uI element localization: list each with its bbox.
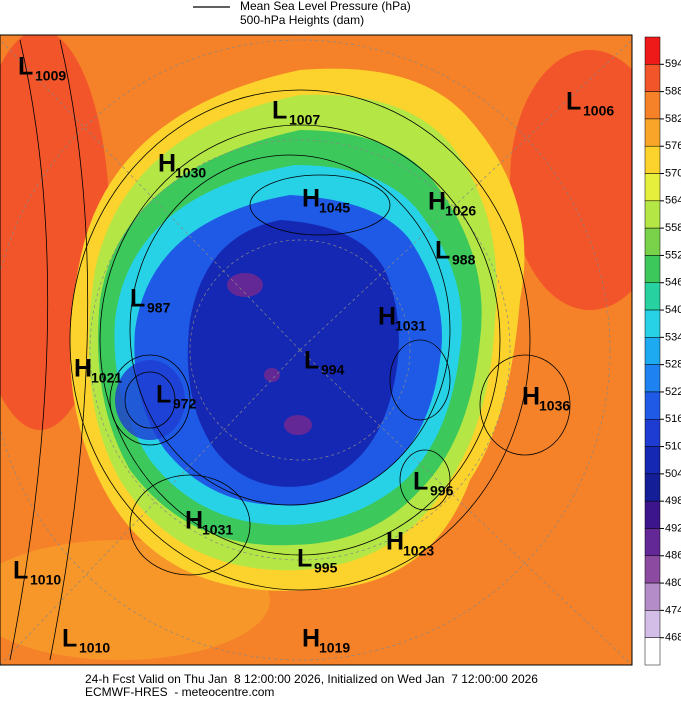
colorbar-swatch <box>644 528 661 557</box>
map-frame <box>0 34 633 666</box>
center-pressure: 1026 <box>445 203 476 219</box>
colorbar-swatch <box>644 309 661 338</box>
colorbar-label: 552 <box>665 249 681 261</box>
center-pressure: 1031 <box>395 318 426 334</box>
center-pressure: 1019 <box>319 640 350 656</box>
center-pressure: 1045 <box>319 200 350 216</box>
colorbar-swatch <box>644 36 661 65</box>
map <box>0 35 632 665</box>
center-letter: L <box>435 237 450 265</box>
colorbar-swatch <box>644 227 661 256</box>
colorbar-label: 588 <box>665 86 681 98</box>
colorbar-label: 522 <box>665 386 681 398</box>
colorbar-swatch <box>644 91 661 120</box>
center-letter: L <box>413 468 428 496</box>
center-letter: H <box>158 150 176 178</box>
center-pressure: 1031 <box>202 522 233 538</box>
center-letter: H <box>185 507 203 535</box>
colorbar-label: 498 <box>665 495 681 507</box>
colorbar-swatch <box>644 391 661 420</box>
colorbar-label: 516 <box>665 413 681 425</box>
center-pressure: 996 <box>430 483 454 499</box>
colorbar-label: 528 <box>665 359 681 371</box>
colorbar-label: 558 <box>665 222 681 234</box>
colorbar-label: 594 <box>665 58 681 70</box>
colorbar-label: 468 <box>665 632 681 644</box>
colorbar-label: 570 <box>665 167 681 179</box>
center-letter: H <box>74 355 92 383</box>
colorbar-swatch <box>644 64 661 92</box>
colorbar-label: 480 <box>665 577 681 589</box>
center-pressure: 1009 <box>35 68 66 84</box>
colorbar-swatch <box>644 118 661 147</box>
colorbar-swatch <box>644 282 661 311</box>
colorbar-swatch <box>644 500 661 529</box>
center-letter: L <box>62 625 77 653</box>
center-pressure: 1010 <box>30 572 61 588</box>
center-letter: L <box>566 88 581 116</box>
center-pressure: 1036 <box>539 398 570 414</box>
legend-line-label: Mean Sea Level Pressure (hPa) <box>240 0 411 13</box>
colorbar-label: 534 <box>665 331 681 343</box>
colorbar-swatch <box>644 364 661 393</box>
center-letter: L <box>272 97 287 125</box>
footer-source: ECMWF-HRES - meteocentre.com <box>85 685 274 699</box>
center-pressure: 994 <box>321 362 345 378</box>
colorbar-swatch <box>644 473 661 502</box>
center-pressure: 972 <box>173 396 197 412</box>
footer-valid: 24-h Fcst Valid on Thu Jan 8 12:00:00 20… <box>85 672 538 686</box>
colorbar-label: 510 <box>665 440 681 452</box>
colorbar-swatch <box>644 555 661 584</box>
colorbar-label: 504 <box>665 468 681 480</box>
colorbar-label: 540 <box>665 304 681 316</box>
colorbar-swatch <box>644 419 661 447</box>
colorbar-label: 492 <box>665 522 681 534</box>
center-letter: H <box>302 185 320 213</box>
center-letter: H <box>522 383 540 411</box>
center-pressure: 1006 <box>583 103 614 119</box>
center-pressure: 1010 <box>79 640 110 656</box>
center-pressure: 1023 <box>403 543 434 559</box>
colorbar-swatch <box>644 337 661 365</box>
center-letter: L <box>297 545 312 573</box>
center-pressure: 1007 <box>289 112 320 128</box>
center-pressure: 995 <box>314 560 338 576</box>
center-letter: H <box>378 303 396 331</box>
colorbar: 594 588 582 576 570 564 558 552 546 540 534 528 522 5… <box>644 36 681 666</box>
colorbar-label: 546 <box>665 277 681 289</box>
colorbar-label: 474 <box>665 604 681 616</box>
colorbar-label: 486 <box>665 550 681 562</box>
colorbar-swatch <box>644 145 661 174</box>
colorbar-swatch <box>644 610 661 638</box>
center-letter: L <box>156 381 171 409</box>
colorbar-label: 576 <box>665 140 681 152</box>
center-letter: L <box>304 347 319 375</box>
colorbar-swatch <box>644 582 661 611</box>
center-pressure: 987 <box>147 300 171 316</box>
center-letter: L <box>18 53 33 81</box>
legend-fill-label: 500-hPa Heights (dam) <box>240 13 364 27</box>
colorbar-swatch <box>644 173 661 202</box>
center-pressure: 1021 <box>91 370 122 386</box>
colorbar-label: 564 <box>665 195 681 207</box>
center-letter: L <box>130 285 145 313</box>
center-letter: H <box>428 188 446 216</box>
colorbar-swatch <box>644 446 661 475</box>
center-letter: L <box>13 557 28 585</box>
colorbar-swatch <box>644 200 661 229</box>
colorbar-label: 582 <box>665 113 681 125</box>
center-letter: H <box>386 528 404 556</box>
center-pressure: 1030 <box>175 165 206 181</box>
center-letter: H <box>302 625 320 653</box>
colorbar-swatch <box>644 255 661 283</box>
center-pressure: 988 <box>452 252 476 268</box>
colorbar-swatch <box>644 637 661 666</box>
